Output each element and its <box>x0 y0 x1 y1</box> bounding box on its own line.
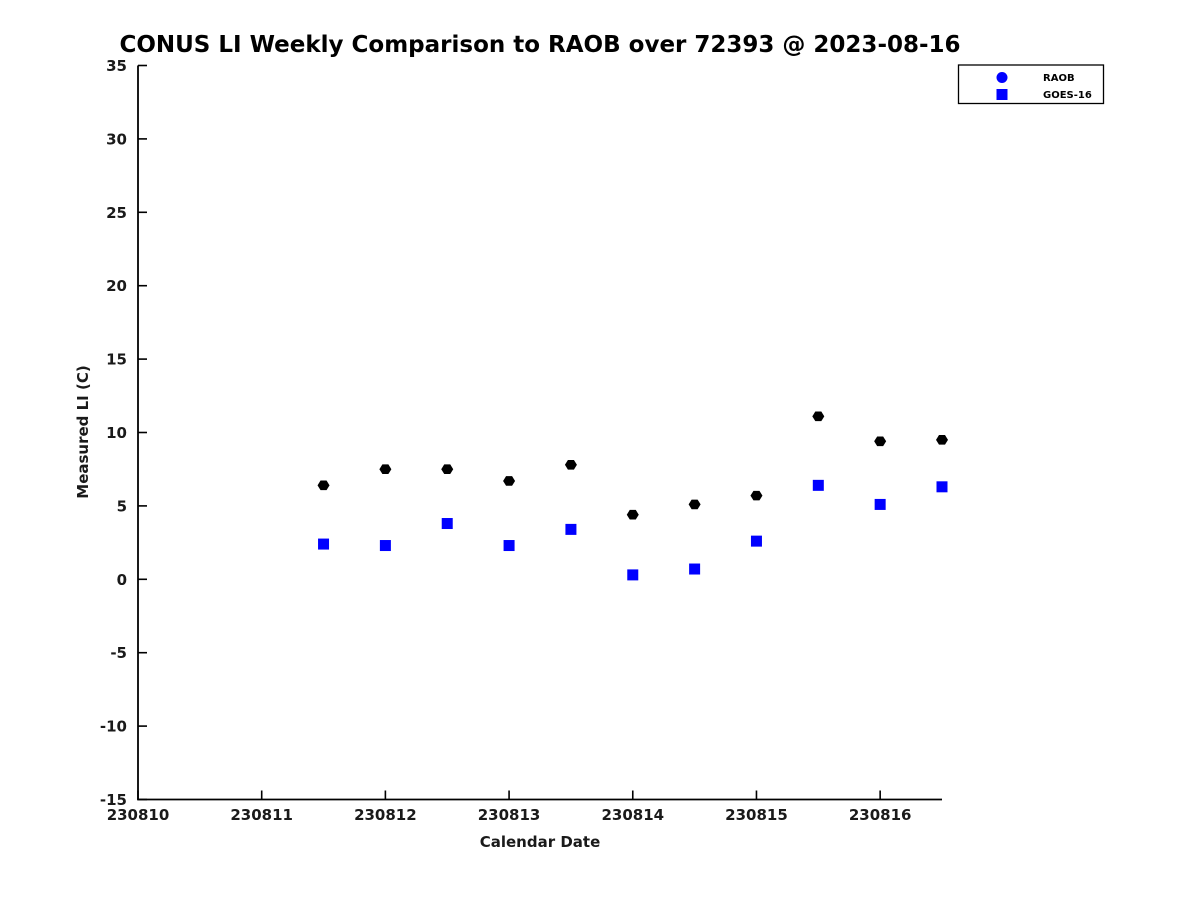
y-tick-label: -15 <box>100 791 127 809</box>
legend: RAOB GOES-16 <box>957 64 1105 105</box>
y-tick-label: 30 <box>106 130 127 148</box>
raob-marker <box>812 411 825 422</box>
y-tick-label: 0 <box>117 571 127 589</box>
raob-marker <box>688 499 701 510</box>
goes-16-marker <box>379 540 391 552</box>
goes-16-marker <box>318 538 330 550</box>
raob-marker <box>441 464 454 474</box>
raob-marker <box>874 436 887 447</box>
goes-16-marker <box>441 518 453 530</box>
y-tick-label: 10 <box>106 424 127 442</box>
legend-label-goes-16: GOES-16 <box>1043 90 1092 101</box>
y-axis-label: Measured LI (C) <box>74 365 92 498</box>
raob-marker <box>750 490 763 501</box>
x-tick-label: 230812 <box>354 806 417 824</box>
y-tick-label: -5 <box>110 644 127 662</box>
goes-16-marker <box>627 569 639 581</box>
raob-marker <box>379 464 392 474</box>
chart-title: CONUS LI Weekly Comparison to RAOB over … <box>119 32 960 58</box>
x-tick-label: 230814 <box>601 806 664 824</box>
x-tick-label: 230815 <box>725 806 788 824</box>
y-tick-label: 20 <box>106 277 127 295</box>
goes-16-marker <box>812 479 824 491</box>
legend-marker-raob <box>996 72 1008 83</box>
goes-16-marker <box>689 563 701 575</box>
goes-16-marker <box>750 535 762 547</box>
raob-marker <box>936 435 948 445</box>
legend-marker-goes-16 <box>996 89 1008 100</box>
x-tick-label: 230813 <box>478 806 541 824</box>
goes-16-marker <box>874 498 886 510</box>
y-tick-label: -10 <box>100 718 127 736</box>
y-tick-label: 35 <box>106 57 127 75</box>
y-tick-label: 15 <box>106 351 127 369</box>
goes-16-marker <box>565 523 577 535</box>
raob-marker <box>317 480 330 491</box>
y-tick-label: 25 <box>106 204 127 222</box>
x-tick-label: 230810 <box>107 806 170 824</box>
x-tick-label: 230811 <box>230 806 293 824</box>
x-tick-label: 230816 <box>849 806 912 824</box>
raob-marker <box>626 509 639 520</box>
raob-marker <box>503 476 516 486</box>
raob-marker <box>564 459 577 470</box>
legend-label-raob: RAOB <box>1043 73 1075 84</box>
goes-16-marker <box>936 481 948 493</box>
x-axis-label: Calendar Date <box>480 833 601 851</box>
axes: 230810 230811 230812 230813 230814 230815 2308… <box>100 57 942 824</box>
legend-box <box>957 64 1105 105</box>
goes-16-marker <box>503 540 515 552</box>
data-points <box>317 411 948 581</box>
y-tick-label: 5 <box>117 497 127 515</box>
